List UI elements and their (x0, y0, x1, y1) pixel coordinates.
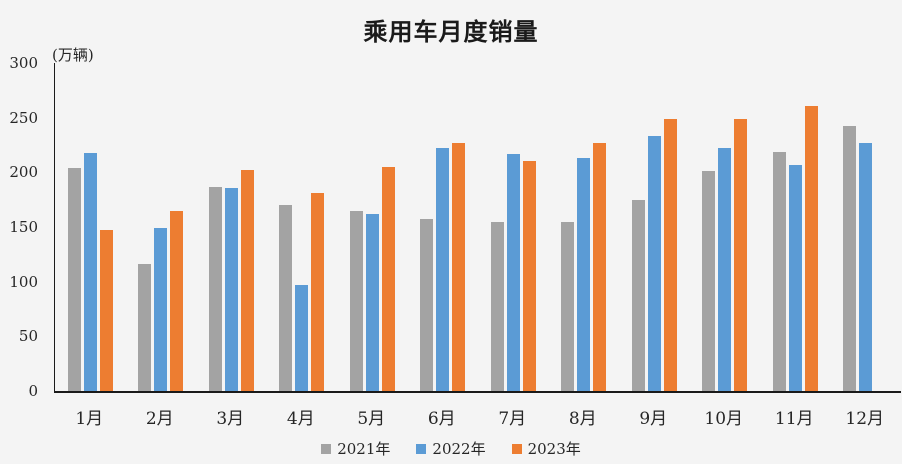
legend-swatch-icon (321, 443, 332, 454)
bar-2022年-6月 (436, 148, 450, 391)
bar-group-3月 (208, 170, 254, 391)
bar-2022年-5月 (365, 214, 379, 391)
y-axis-label-300: 300 (9, 54, 38, 72)
bar-2021年-12月 (843, 126, 857, 391)
legend: 2021年 2022年 2023年 (0, 438, 902, 459)
legend-item-2023年: 2023年 (511, 438, 581, 459)
bar-group-9月 (631, 119, 677, 391)
bar-2022年-10月 (718, 148, 732, 391)
plot-area (54, 63, 901, 393)
bar-group-1月 (67, 153, 113, 391)
x-axis-label-12月: 12月 (845, 409, 885, 429)
bar-group-10月 (702, 119, 748, 391)
bar-2022年-4月 (295, 285, 309, 391)
bar-group-11月 (772, 106, 818, 391)
legend-swatch-icon (416, 443, 427, 454)
bar-2021年-7月 (490, 222, 504, 391)
x-axis-label-2月: 2月 (145, 409, 174, 429)
y-axis-label-200: 200 (9, 163, 38, 182)
bar-2023年-7月 (522, 161, 536, 391)
y-axis-label-250: 250 (9, 108, 38, 127)
legend-swatch-icon (511, 443, 522, 454)
bar-2022年-8月 (577, 158, 591, 391)
bar-2021年-1月 (67, 168, 81, 391)
bar-2021年-9月 (631, 200, 645, 391)
bar-2021年-10月 (702, 171, 716, 391)
bar-group-7月 (490, 154, 536, 391)
y-axis-label-50: 50 (18, 327, 38, 346)
x-axis-label-5月: 5月 (357, 409, 386, 429)
x-axis-label-9月: 9月 (639, 409, 668, 429)
bar-group-4月 (279, 193, 325, 391)
bar-group-2月 (138, 211, 184, 391)
bar-2023年-5月 (381, 167, 395, 391)
bar-2023年-6月 (452, 143, 466, 391)
bar-2021年-4月 (279, 205, 293, 391)
bar-2021年-6月 (420, 219, 434, 391)
x-axis-label-10月: 10月 (704, 409, 744, 429)
bar-group-8月 (561, 143, 607, 391)
bar-2021年-11月 (772, 152, 786, 391)
bar-2021年-2月 (138, 264, 152, 391)
bar-2021年-8月 (561, 222, 575, 391)
bar-2021年-3月 (208, 187, 222, 391)
bar-2021年-5月 (349, 211, 363, 391)
bar-2022年-7月 (506, 154, 520, 391)
bar-2023年-2月 (170, 211, 184, 391)
bar-group-12月 (843, 126, 888, 391)
bar-2023年-10月 (734, 119, 748, 391)
bar-2023年-9月 (663, 119, 677, 391)
chart-title: 乘用车月度销量 (363, 17, 539, 46)
x-axis-label-8月: 8月 (568, 409, 597, 429)
x-axis-label-4月: 4月 (286, 409, 315, 429)
bar-group-5月 (349, 167, 395, 391)
y-axis-label-150: 150 (9, 218, 38, 236)
bar-group-6月 (420, 143, 466, 391)
bar-2022年-11月 (788, 165, 802, 391)
bar-2022年-1月 (83, 153, 97, 391)
x-axis-label-1月: 1月 (75, 409, 104, 429)
bar-2022年-12月 (859, 143, 873, 391)
bar-2023年-4月 (311, 193, 325, 391)
y-axis-unit-label: (万辆) (52, 46, 94, 64)
x-axis-label-11月: 11月 (774, 409, 814, 429)
legend-label: 2022年 (432, 440, 486, 458)
legend-label: 2023年 (527, 440, 581, 458)
x-axis-label-6月: 6月 (427, 409, 456, 429)
x-axis-label-7月: 7月 (498, 409, 527, 429)
bar-2023年-11月 (804, 106, 818, 391)
bar-2022年-2月 (154, 228, 168, 391)
legend-label: 2021年 (337, 440, 391, 458)
legend-item-2022年: 2022年 (416, 438, 486, 459)
bar-2023年-1月 (99, 230, 113, 391)
legend-item-2021年: 2021年 (321, 438, 390, 459)
bar-2022年-3月 (224, 188, 238, 391)
y-axis-label-0: 0 (28, 382, 38, 400)
bar-2023年-8月 (593, 143, 607, 391)
x-axis-label-3月: 3月 (216, 409, 245, 429)
y-axis-label-100: 100 (9, 272, 38, 291)
bar-2022年-9月 (647, 136, 661, 391)
bar-2023年-3月 (240, 170, 254, 391)
